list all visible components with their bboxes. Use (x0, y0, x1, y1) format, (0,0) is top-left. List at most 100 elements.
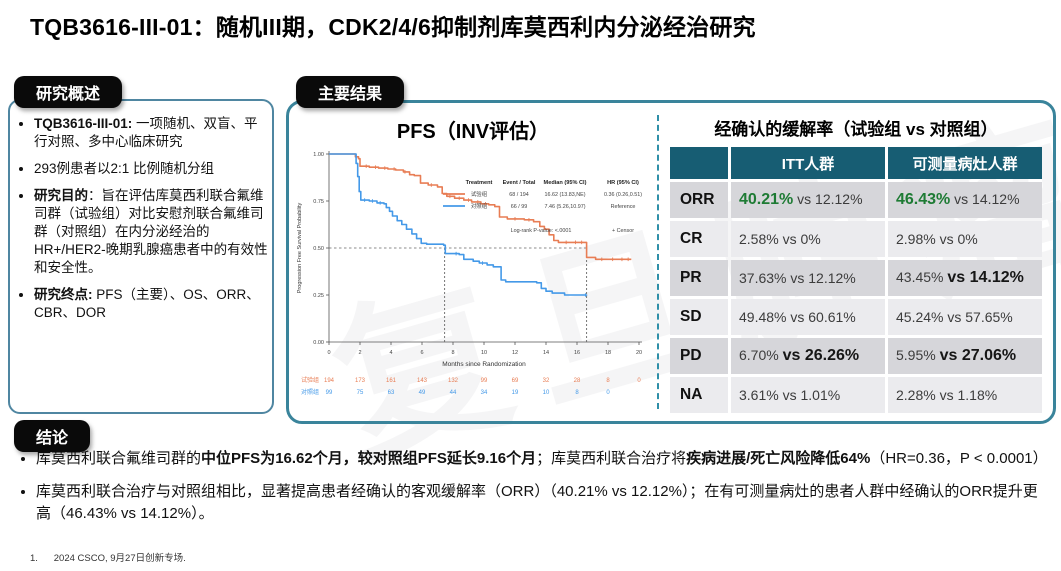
svg-text:0.25: 0.25 (313, 293, 324, 299)
row-label: PD (670, 338, 728, 374)
svg-text:Median (95% CI): Median (95% CI) (544, 180, 587, 186)
svg-text:161: 161 (386, 378, 397, 384)
response-table-row: NA 3.61% vs 1.01% 2.28% vs 1.18% (670, 377, 1042, 413)
text-segment: 37.63% vs 12.12% (739, 270, 856, 286)
text-segment: PFS（主要）、OS、ORR、CBR、DOR (34, 286, 260, 320)
text-segment: 46.43% (896, 191, 951, 208)
svg-text:0: 0 (637, 378, 641, 384)
header-empty-cell (670, 147, 728, 179)
text-segment: 40.21% (739, 191, 794, 208)
row-label: NA (670, 377, 728, 413)
svg-text:Treatment: Treatment (466, 180, 493, 186)
svg-text:19: 19 (512, 390, 519, 396)
text-segment: 2.28% vs 1.18% (896, 387, 998, 403)
table-header-row: ITT人群 可测量病灶人群 (670, 147, 1042, 179)
svg-text:0.75: 0.75 (313, 199, 324, 205)
svg-text:194: 194 (324, 378, 335, 384)
measurable-cell: 43.45% vs 14.12% (888, 260, 1042, 296)
svg-text:Log-rank P-value: <.0001: Log-rank P-value: <.0001 (511, 228, 572, 234)
conclusion-list: 库莫西利联合氟维司群的中位PFS为16.62个月，较对照组PFS延长9.16个月… (16, 448, 1048, 524)
svg-text:HR (95% CI): HR (95% CI) (607, 180, 639, 186)
svg-text:34: 34 (481, 390, 488, 396)
text-segment: （HR=0.36，P < 0.0001） (870, 450, 1048, 467)
text-segment: 库莫西利联合治疗与对照组相比，显著提高患者经确认的客观缓解率（ORR）（40.2… (36, 483, 1038, 522)
svg-text:Event / Total: Event / Total (503, 180, 536, 186)
conclusion-badge: 结论 (14, 420, 91, 452)
page-title: TQB3616-III-01：随机III期，CDK2/4/6抑制剂库莫西利内分泌… (30, 14, 756, 40)
svg-text:16.62 (13.83,NE): 16.62 (13.83,NE) (544, 192, 585, 198)
itt-cell: 40.21% vs 12.12% (731, 182, 885, 218)
svg-text:2: 2 (358, 350, 361, 356)
svg-text:20: 20 (636, 350, 642, 356)
response-table-row: CR 2.58% vs 0% 2.98% vs 0% (670, 221, 1042, 257)
svg-text:0.00: 0.00 (313, 340, 324, 346)
text-segment: vs 12.12% (793, 191, 863, 207)
text-segment: 研究终点: (34, 286, 93, 302)
overview-bullet: 研究目的：旨在评估库莫西利联合氟维司群（试验组）对比安慰剂联合氟维司群（对照组）… (34, 187, 270, 277)
svg-text:1.00: 1.00 (313, 152, 324, 158)
svg-text:28: 28 (574, 378, 581, 384)
pfs-chart-area: PFS（INV评估） 0.00 0.25 0.50 0.75 1.00 0 2 4 6 8 10 12… (293, 109, 653, 407)
svg-text:4: 4 (389, 350, 392, 356)
itt-cell: 3.61% vs 1.01% (731, 377, 885, 413)
text-segment: 一项随机、双盲、平行对照、多中心临床研究 (34, 116, 258, 149)
overview-bullet: 研究终点: PFS（主要）、OS、ORR、CBR、DOR (34, 286, 270, 322)
text-segment: 5.95% (896, 347, 940, 363)
measurable-cell: 46.43% vs 14.12% (888, 182, 1042, 218)
svg-text:对照组: 对照组 (301, 388, 319, 396)
svg-text:7.46 (5.26,10.97): 7.46 (5.26,10.97) (544, 204, 585, 210)
row-label: ORR (670, 182, 728, 218)
itt-cell: 6.70% vs 26.26% (731, 338, 885, 374)
svg-text:8: 8 (451, 350, 454, 356)
svg-text:10: 10 (543, 390, 550, 396)
text-segment: vs 26.26% (782, 347, 860, 364)
svg-text:68 / 194: 68 / 194 (509, 192, 528, 198)
overview-bullet: 293例患者以2:1 比例随机分组 (34, 160, 270, 178)
text-segment: 43.45% (896, 269, 948, 285)
conclusion-section: 库莫西利联合氟维司群的中位PFS为16.62个月，较对照组PFS延长9.16个月… (16, 448, 1048, 536)
text-segment: 2.98% vs 0% (896, 231, 978, 247)
text-segment: 2.58% vs 0% (739, 231, 821, 247)
text-segment: 3.61% vs 1.01% (739, 387, 841, 403)
measurable-cell: 45.24% vs 57.65% (888, 299, 1042, 335)
svg-text:试验组: 试验组 (471, 190, 488, 198)
svg-text:对照组: 对照组 (471, 202, 488, 210)
conclusion-bullet: 库莫西利联合氟维司群的中位PFS为16.62个月，较对照组PFS延长9.16个月… (36, 448, 1048, 469)
svg-text:173: 173 (355, 378, 366, 384)
itt-cell: 37.63% vs 12.12% (731, 260, 885, 296)
row-label: SD (670, 299, 728, 335)
svg-text:16: 16 (574, 350, 580, 356)
text-segment: 研究目的 (34, 187, 88, 203)
pfs-chart-title: PFS（INV评估） (396, 121, 550, 143)
response-rate-table: ITT人群 可测量病灶人群 ORR 40.21% vs 12.12% 46.43% … (667, 144, 1045, 416)
response-table-row: PR 37.63% vs 12.12% 43.45% vs 14.12% (670, 260, 1042, 296)
results-badge: 主要结果 (296, 76, 405, 108)
svg-text:10: 10 (481, 350, 487, 356)
response-table-title: 经确认的缓解率（试验组 vs 对照组） (714, 120, 998, 139)
svg-text:Reference: Reference (611, 204, 636, 210)
overview-list: TQB3616-III-01: 一项随机、双盲、平行对照、多中心临床研究 293例… (10, 115, 270, 322)
text-segment: 库莫西利联合氟维司群的 (36, 450, 202, 467)
text-segment: 中位PFS为16.62个月，较对照组PFS延长9.16个月 (201, 450, 537, 467)
footnote: 1. 2024 CSCO, 9月27日创新专场. (30, 553, 186, 564)
svg-text:18: 18 (605, 350, 611, 356)
svg-text:44: 44 (450, 390, 457, 396)
svg-text:0.50: 0.50 (313, 246, 324, 252)
svg-text:99: 99 (326, 390, 333, 396)
text-segment: ；库莫西利联合治疗将 (536, 450, 687, 467)
text-segment: vs 27.06% (939, 347, 1017, 364)
header-measurable: 可测量病灶人群 (888, 147, 1042, 179)
overview-panel: TQB3616-III-01: 一项随机、双盲、平行对照、多中心临床研究 293例… (8, 99, 274, 414)
itt-cell: 2.58% vs 0% (731, 221, 885, 257)
svg-text:69: 69 (512, 378, 519, 384)
svg-text:49: 49 (419, 390, 426, 396)
response-table-row: ORR 40.21% vs 12.12% 46.43% vs 14.12% (670, 182, 1042, 218)
text-segment: ：旨在评估库莫西利联合氟维司群（试验组）对比安慰剂联合氟维司群（对照组）在内分泌… (34, 187, 268, 275)
svg-text:8: 8 (606, 378, 610, 384)
row-label: CR (670, 221, 728, 257)
row-label: PR (670, 260, 728, 296)
svg-text:12: 12 (512, 350, 518, 356)
text-segment: 45.24% vs 57.65% (896, 309, 1013, 325)
svg-text:Progression Free Survival Prob: Progression Free Survival Probability (297, 203, 303, 294)
